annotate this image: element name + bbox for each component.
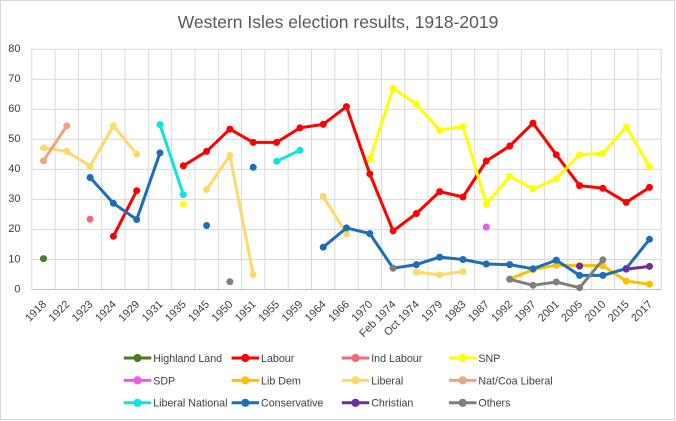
svg-text:30: 30 — [8, 193, 20, 205]
svg-text:0: 0 — [14, 283, 20, 295]
svg-text:60: 60 — [8, 103, 20, 115]
svg-text:Liberal National: Liberal National — [153, 398, 227, 410]
svg-text:40: 40 — [8, 163, 20, 175]
svg-text:Highland Land: Highland Land — [153, 353, 222, 365]
svg-text:70: 70 — [8, 73, 20, 85]
svg-text:Christian: Christian — [371, 398, 413, 410]
svg-text:Conservative: Conservative — [261, 398, 323, 410]
svg-text:80: 80 — [8, 43, 20, 55]
svg-text:10: 10 — [8, 253, 20, 265]
svg-text:Liberal: Liberal — [371, 375, 403, 387]
svg-text:Lib Dem: Lib Dem — [261, 375, 301, 387]
svg-text:50: 50 — [8, 133, 20, 145]
svg-text:SNP: SNP — [478, 353, 500, 365]
svg-text:Nat/Coa Liberal: Nat/Coa Liberal — [478, 375, 552, 387]
svg-text:Others: Others — [478, 398, 510, 410]
svg-text:Labour: Labour — [261, 353, 295, 365]
svg-text:SDP: SDP — [153, 375, 175, 387]
svg-text:Ind Labour: Ind Labour — [371, 353, 423, 365]
svg-text:20: 20 — [8, 223, 20, 235]
